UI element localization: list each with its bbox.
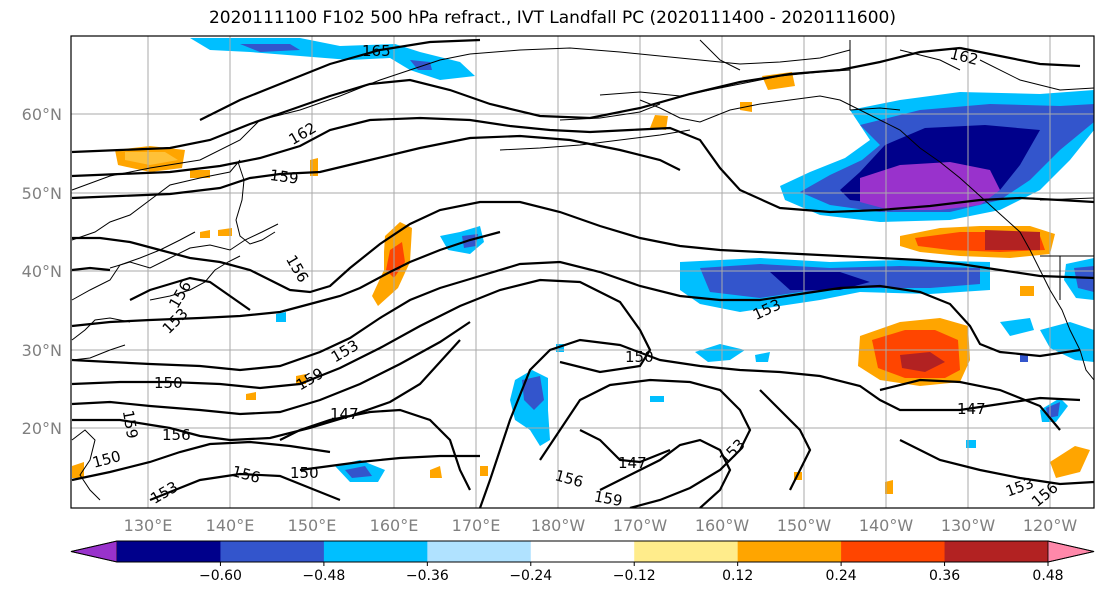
contour-label: 159 bbox=[119, 409, 142, 440]
colorbar-tick-label: −0.48 bbox=[302, 568, 345, 584]
lon-label: 180°W bbox=[531, 516, 586, 535]
lon-label: 120°W bbox=[1023, 516, 1078, 535]
colorbar-tick-label: −0.36 bbox=[406, 568, 449, 584]
lon-label: 150°W bbox=[777, 516, 832, 535]
lon-label: 170°W bbox=[613, 516, 668, 535]
map-title: 2020111100 F102 500 hPa refract., IVT La… bbox=[208, 8, 896, 28]
lon-label: 140°E bbox=[206, 516, 255, 535]
colorbar-extend-low bbox=[70, 540, 118, 563]
colorbar-segment bbox=[634, 541, 739, 562]
colorbar-tick-label: 0.36 bbox=[929, 568, 960, 584]
colorbar-extend-high bbox=[1047, 540, 1095, 563]
lon-label: 140°W bbox=[859, 516, 914, 535]
refractivity-contours bbox=[71, 38, 1094, 508]
colorbar-segment bbox=[323, 541, 428, 562]
lon-label: 160°W bbox=[695, 516, 750, 535]
contour-label: 147 bbox=[957, 400, 986, 418]
lon-label: 150°E bbox=[288, 516, 337, 535]
contour-label: 159 bbox=[269, 166, 300, 188]
lon-label: 130°E bbox=[124, 516, 173, 535]
contour-label: 150 bbox=[625, 348, 654, 366]
lon-label: 170°E bbox=[452, 516, 501, 535]
colorbar-segment bbox=[427, 541, 532, 562]
contour-label: 156 bbox=[162, 426, 191, 444]
colorbar-segment bbox=[944, 541, 1049, 562]
colorbar-tick-label: 0.12 bbox=[722, 568, 753, 584]
longitude-labels: 130°E 140°E 150°E 160°E 170°E 180°W 170°… bbox=[124, 516, 1078, 535]
colorbar-ticks: −0.60 −0.48 −0.36 −0.24 −0.12 0.12 0.24 0.36 0.4… bbox=[199, 562, 1064, 584]
colorbar-tick-label: −0.60 bbox=[199, 568, 242, 584]
colorbar-segment bbox=[841, 541, 946, 562]
colorbar-segment bbox=[220, 541, 325, 562]
lat-label: 20°N bbox=[22, 419, 62, 438]
contour-label: 147 bbox=[618, 454, 647, 472]
latitude-labels: 60°N 50°N 40°N 30°N 20°N bbox=[22, 105, 62, 438]
colorbar bbox=[70, 540, 1095, 563]
colorbar-tick-label: −0.12 bbox=[613, 568, 656, 584]
colorbar-outline bbox=[70, 540, 1095, 563]
contour-label: 150 bbox=[290, 464, 319, 482]
colorbar-segment bbox=[737, 541, 842, 562]
colorbar-tick-label: 0.48 bbox=[1032, 568, 1063, 584]
contour-label: 159 bbox=[593, 487, 624, 510]
colorbar-segment bbox=[117, 541, 221, 562]
lon-label: 130°W bbox=[941, 516, 996, 535]
contour-label: 147 bbox=[330, 405, 359, 423]
contour-label: 150 bbox=[154, 374, 183, 392]
lat-label: 30°N bbox=[22, 341, 62, 360]
map-gridlines bbox=[71, 36, 1094, 508]
colorbar-tick-label: 0.24 bbox=[826, 568, 857, 584]
lat-label: 40°N bbox=[22, 262, 62, 281]
contour-label: 165 bbox=[362, 42, 391, 60]
colorbar-segment bbox=[530, 541, 635, 562]
lon-label: 160°E bbox=[370, 516, 419, 535]
lat-label: 60°N bbox=[22, 105, 62, 124]
lat-label: 50°N bbox=[22, 184, 62, 203]
coastlines bbox=[71, 39, 1094, 501]
colorbar-tick-label: −0.24 bbox=[509, 568, 552, 584]
map-frame bbox=[70, 35, 1095, 509]
